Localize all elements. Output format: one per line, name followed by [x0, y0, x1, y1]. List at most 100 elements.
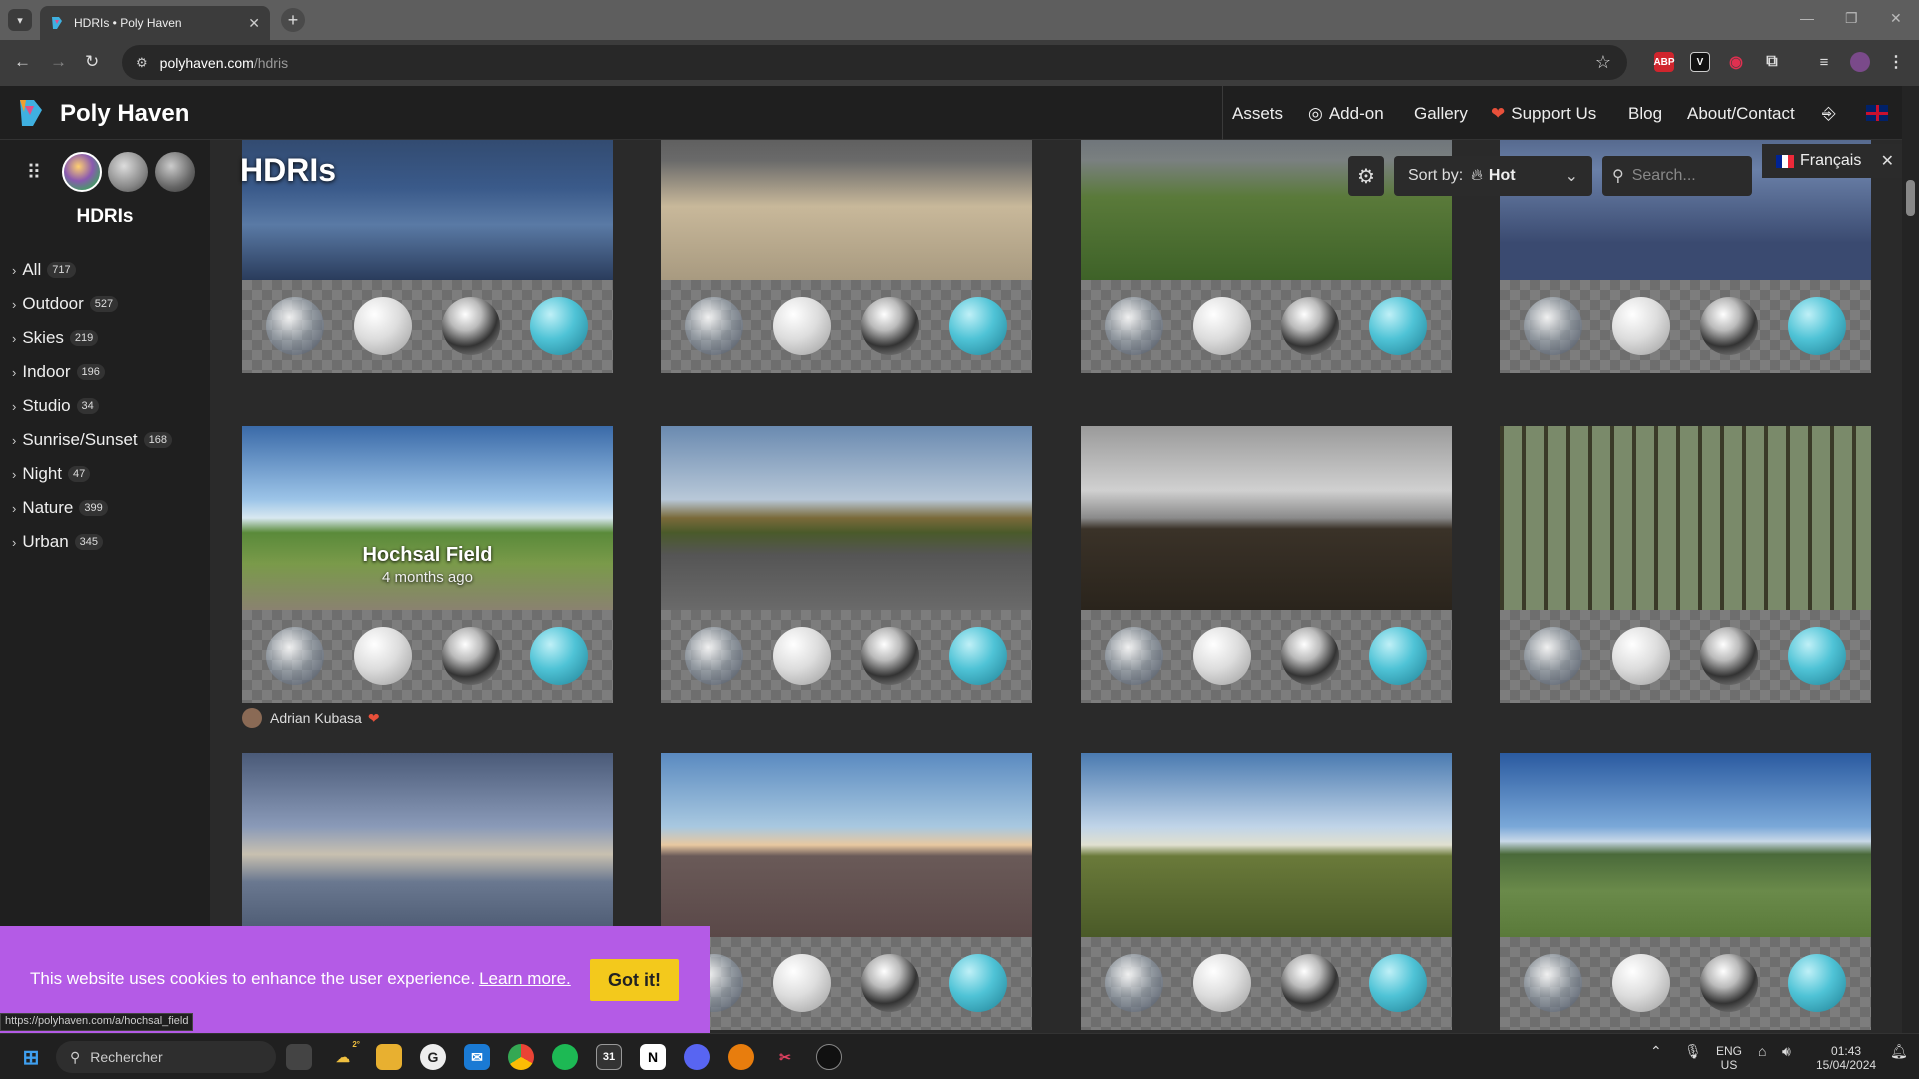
close-icon[interactable]: ✕ — [1880, 153, 1894, 170]
file-explorer-icon[interactable] — [376, 1044, 402, 1070]
back-icon[interactable]: ← — [14, 52, 31, 71]
cookie-accept-button[interactable]: Got it! — [590, 959, 679, 1001]
adblock-extension-icon[interactable]: ABP — [1653, 52, 1675, 72]
notifications-icon[interactable]: 🔔︎ — [1890, 1043, 1908, 1059]
weather-icon[interactable]: ☁ 2° — [336, 1040, 360, 1065]
hdri-preview — [1500, 753, 1871, 937]
nav-assets[interactable]: Assets — [1232, 104, 1284, 123]
settings-gear-icon[interactable]: ⚙ — [1348, 156, 1384, 196]
uk-flag-icon[interactable] — [1866, 105, 1888, 121]
sidebar-item-night[interactable]: › Night 47 — [12, 464, 91, 484]
sidebar-item-all[interactable]: › All 717 — [12, 260, 76, 280]
hdri-card[interactable] — [1081, 140, 1452, 373]
sort-dropdown[interactable]: Sort by: 🔥︎ Hot ⌄ — [1394, 156, 1592, 196]
notion-icon[interactable]: N — [640, 1044, 666, 1070]
hdris-type-icon[interactable] — [62, 152, 102, 192]
site-header: Poly Haven Assets ◎ Add-on Gallery ❤ Suppo… — [0, 86, 1919, 140]
clock-date: 15/04/2024 — [1816, 1058, 1877, 1072]
search-field[interactable]: ⚲ Search... — [1602, 156, 1752, 196]
browser-tab[interactable]: HDRIs • Poly Haven ✕ — [40, 6, 270, 40]
polyhaven-logo-icon[interactable] — [16, 98, 44, 128]
hdri-card[interactable] — [1081, 753, 1452, 1030]
clock[interactable]: 01:43 15/04/2024 — [1816, 1044, 1876, 1072]
language-suggestion[interactable]: Français ✕ — [1762, 144, 1902, 178]
hdri-card[interactable] — [661, 753, 1032, 1030]
blender-icon[interactable] — [728, 1044, 754, 1070]
tab-search-button[interactable]: ▾ — [8, 9, 32, 31]
browser-tab-strip: ▾ HDRIs • Poly Haven ✕ + — ❐ ✕ — [0, 0, 1919, 40]
language-indicator[interactable]: ENG US — [1716, 1044, 1742, 1072]
hdri-title: Hochsal Field — [362, 544, 493, 566]
hdri-card[interactable] — [1081, 426, 1452, 703]
bookmark-star-icon[interactable]: ☆ — [1594, 52, 1611, 72]
calendar-icon[interactable]: 31 — [596, 1044, 622, 1070]
textures-type-icon[interactable] — [108, 152, 148, 192]
page-scrollbar[interactable] — [1902, 86, 1919, 1033]
chrome-icon[interactable] — [508, 1044, 534, 1070]
cookie-text: This website uses cookies to enhance the… — [30, 969, 476, 988]
hdri-card-hochsal-field[interactable]: Hochsal Field 4 months ago Adrian Kubasa… — [242, 426, 613, 728]
hdri-card[interactable] — [242, 140, 613, 373]
chevron-right-icon: › — [12, 262, 17, 278]
window-close-icon[interactable]: ✕ — [1890, 10, 1902, 26]
restore-icon[interactable]: ❐ — [1845, 10, 1858, 26]
sidebar-item-skies[interactable]: › Skies 219 — [12, 328, 99, 348]
spotify-icon[interactable] — [552, 1044, 578, 1070]
nav-support-label: Support Us — [1511, 104, 1597, 123]
extensions-puzzle-icon[interactable]: ⧉ — [1766, 53, 1778, 70]
hdri-card[interactable] — [661, 426, 1032, 703]
nav-about-contact[interactable]: About/Contact — [1687, 104, 1795, 123]
browser-menu-icon[interactable]: ⋮ — [1888, 54, 1904, 71]
windows-start-icon[interactable]: ⊞ — [22, 1046, 40, 1069]
category-label: Night — [22, 464, 63, 483]
sidebar-item-urban[interactable]: › Urban 345 — [12, 532, 104, 552]
taskbar-search[interactable]: ⚲ Rechercher — [56, 1041, 276, 1073]
discord-icon[interactable] — [684, 1044, 710, 1070]
sidebar-item-indoor[interactable]: › Indoor 196 — [12, 362, 105, 382]
hdri-card[interactable] — [1500, 140, 1871, 373]
extension-v-icon[interactable]: V — [1690, 52, 1710, 72]
mail-icon[interactable]: ✉ — [464, 1044, 490, 1070]
tray-overflow-icon[interactable]: ⌃ — [1650, 1043, 1662, 1059]
login-icon[interactable]: ⎆ — [1822, 104, 1836, 123]
models-type-icon[interactable] — [155, 152, 195, 192]
address-bar[interactable]: ⚙ polyhaven.com /hdris ☆ — [122, 45, 1627, 80]
app-g-icon[interactable]: G — [420, 1044, 446, 1070]
site-info-icon[interactable]: ⚙ — [136, 54, 148, 70]
nav-gallery[interactable]: Gallery — [1414, 104, 1468, 123]
hdri-card[interactable] — [661, 140, 1032, 373]
new-tab-button[interactable]: + — [281, 8, 305, 32]
hdri-author[interactable]: Adrian Kubasa ❤ — [242, 708, 380, 728]
sidebar-item-outdoor[interactable]: › Outdoor 527 — [12, 294, 119, 314]
forward-icon[interactable]: → — [50, 52, 67, 71]
extension-record-icon[interactable]: ◉ — [1729, 54, 1743, 71]
chevron-right-icon: › — [12, 296, 17, 312]
chevron-right-icon: › — [12, 466, 17, 482]
minimize-icon[interactable]: — — [1800, 10, 1814, 26]
tab-close-icon[interactable]: ✕ — [248, 14, 260, 31]
sidebar-item-studio[interactable]: › Studio 34 — [12, 396, 99, 416]
reload-icon[interactable]: ↻ — [85, 52, 100, 71]
sidebar-item-nature[interactable]: › Nature 399 — [12, 498, 108, 518]
reading-list-icon[interactable]: ≡ — [1819, 53, 1829, 71]
network-icon[interactable]: ⌂ — [1758, 1043, 1767, 1059]
hdri-preview — [661, 426, 1032, 610]
heart-icon: ❤ — [367, 709, 380, 726]
site-brand[interactable]: Poly Haven — [60, 100, 190, 127]
nav-addon[interactable]: ◎ Add-on — [1308, 104, 1384, 124]
hdri-card[interactable] — [1500, 426, 1871, 703]
nav-support-us[interactable]: ❤ Support Us — [1491, 104, 1596, 124]
scrollbar-thumb[interactable] — [1906, 180, 1915, 216]
nav-blog[interactable]: Blog — [1628, 104, 1663, 123]
task-view-icon[interactable] — [286, 1044, 312, 1070]
all-types-grid-icon[interactable]: ⠿ — [26, 161, 42, 184]
learn-more-link[interactable]: Learn more. — [479, 969, 571, 988]
page-title: HDRIs — [240, 152, 337, 188]
sidebar-item-sunrise-sunset[interactable]: › Sunrise/Sunset 168 — [12, 430, 172, 450]
microphone-icon[interactable]: 🎙︎ — [1684, 1043, 1702, 1059]
volume-icon[interactable]: 🔊︎ — [1782, 1043, 1791, 1059]
hdri-card[interactable] — [1500, 753, 1871, 1030]
app-dark-icon[interactable] — [816, 1044, 842, 1070]
profile-avatar-icon[interactable] — [1850, 52, 1870, 72]
snipping-tool-icon[interactable]: ✂ — [779, 1048, 791, 1065]
